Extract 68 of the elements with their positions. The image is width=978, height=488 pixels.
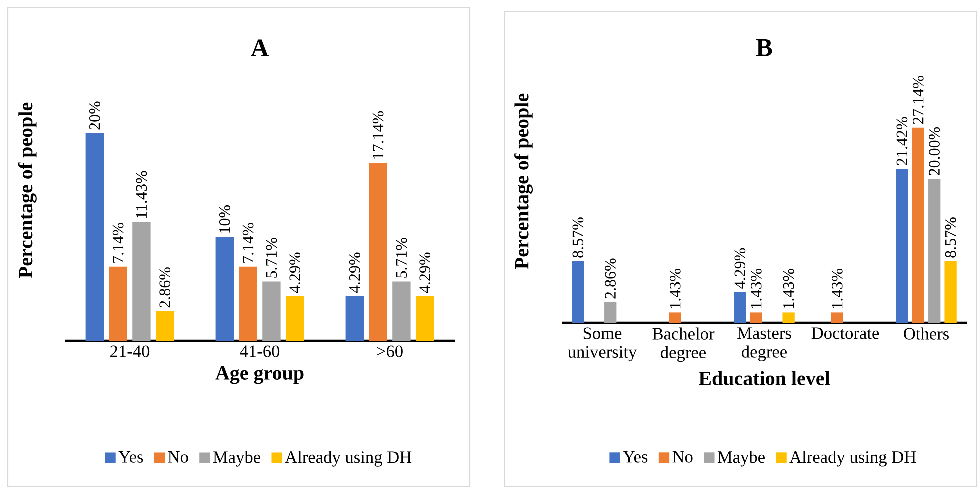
x-tick-label: 41-60 (240, 346, 280, 358)
data-label: 21.42% (896, 117, 908, 166)
bar (928, 179, 941, 323)
data-label: 17.14% (372, 111, 384, 159)
legend-label: Already using DH (285, 451, 412, 467)
legend-label: Already using DH (790, 450, 916, 467)
bar (669, 312, 682, 323)
data-label: 4.29% (734, 248, 746, 289)
data-label: 20% (89, 102, 100, 130)
data-label: 5.71% (266, 238, 278, 278)
x-tick-label: Masters degree (738, 328, 792, 362)
data-label: 2.86% (605, 258, 616, 299)
data-label: 7.14% (112, 223, 124, 263)
bar (109, 266, 128, 341)
data-label: 27.14% (912, 76, 924, 124)
bar (392, 282, 411, 341)
data-label: 2.86% (160, 268, 171, 308)
bar (216, 237, 234, 341)
legend-label: No (672, 451, 693, 463)
y-axis-title: Percentage of people (514, 94, 533, 270)
legend-label: Maybe (718, 450, 765, 467)
x-tick-label: >60 (377, 346, 403, 358)
x-tick-label: Doctorate (812, 328, 880, 340)
bar (156, 311, 174, 341)
data-label: 11.43% (136, 171, 148, 218)
data-label: 8.57% (945, 218, 956, 258)
bar (262, 282, 281, 341)
bar (369, 163, 388, 341)
data-label: 20.00% (929, 127, 940, 176)
chart-title: A (251, 40, 269, 56)
legend-label: Maybe (213, 451, 260, 467)
y-axis-title: Percentage of people (18, 102, 37, 278)
bar (416, 296, 434, 341)
bar (132, 222, 151, 341)
x-tick-label: Bachelor degree (652, 328, 715, 362)
bar (750, 312, 762, 323)
bar (896, 168, 908, 323)
bar (572, 261, 584, 323)
bar (604, 302, 617, 323)
data-label: 4.29% (290, 252, 301, 294)
x-axis-title: Education level (699, 371, 830, 386)
legend-label: Yes (623, 451, 648, 463)
data-label: 1.43% (783, 268, 794, 308)
data-label: 5.71% (396, 238, 408, 278)
x-tick-label: Others (904, 328, 949, 340)
legend-label: No (168, 451, 188, 463)
data-label: 8.57% (572, 218, 584, 258)
data-label: 1.43% (670, 268, 681, 308)
bar (239, 266, 258, 341)
x-axis-title: Age group (216, 366, 304, 384)
data-label: 7.14% (242, 223, 254, 263)
x-tick-label: 21-40 (110, 346, 150, 358)
data-label: 4.29% (349, 252, 360, 294)
legend-label: Yes (118, 451, 144, 463)
bar (782, 312, 795, 323)
bar (286, 296, 304, 341)
data-label: 10% (219, 205, 230, 233)
bar (734, 292, 746, 323)
bar (912, 128, 924, 323)
bar (944, 261, 957, 323)
data-label: 1.43% (750, 268, 762, 308)
data-label: 4.29% (420, 252, 431, 294)
bar (346, 296, 364, 341)
data-label: 1.43% (832, 268, 843, 308)
bar (831, 312, 844, 323)
x-tick-label: Some university (568, 328, 638, 362)
chart-title: B (756, 40, 772, 56)
bar (86, 133, 104, 341)
